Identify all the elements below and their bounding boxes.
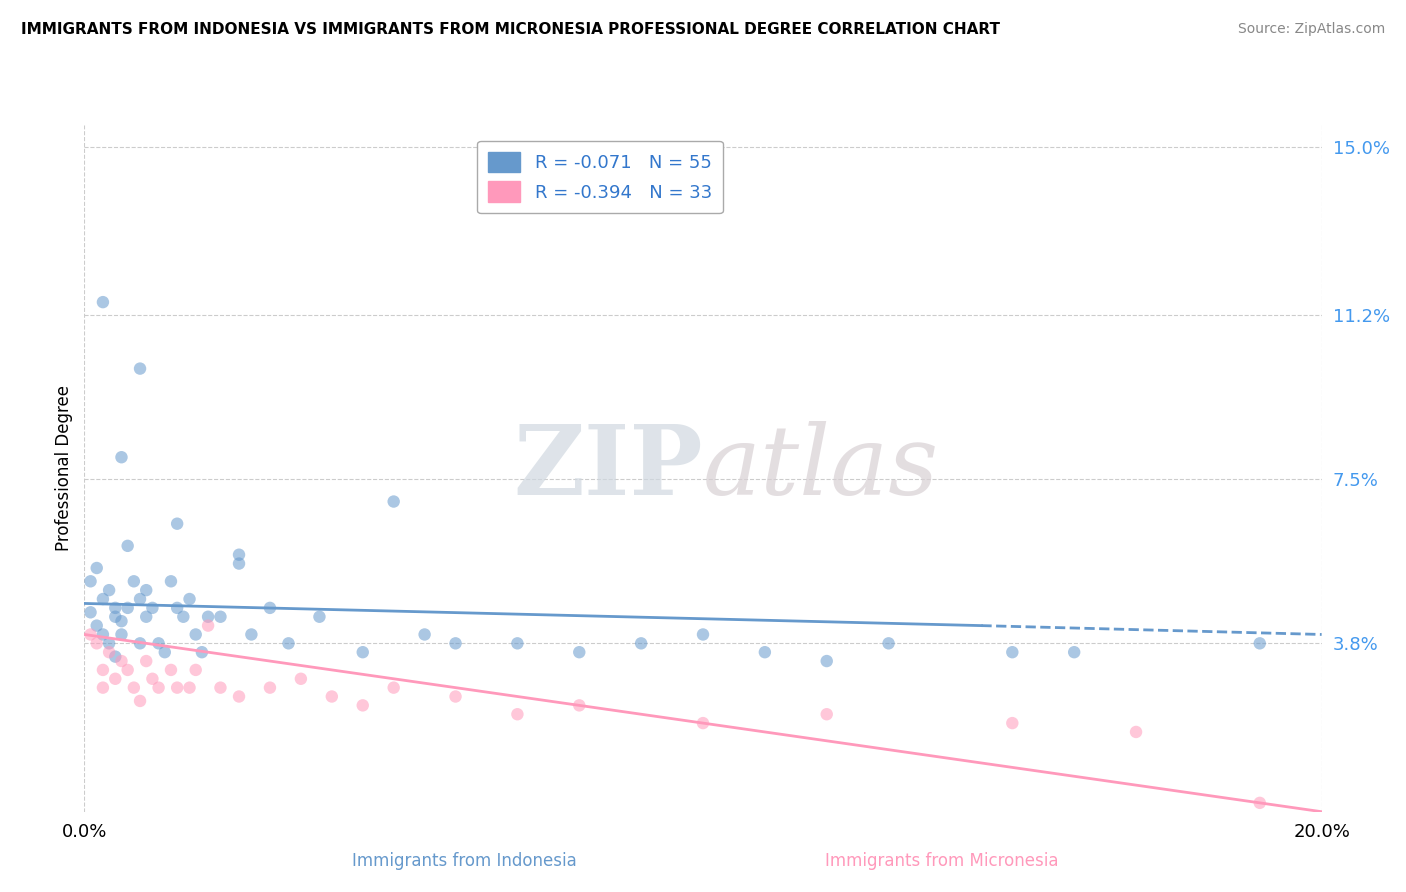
Point bbox=[568, 698, 591, 713]
Point bbox=[79, 605, 101, 619]
Point bbox=[191, 645, 214, 659]
Point bbox=[91, 681, 114, 695]
Point bbox=[1249, 796, 1271, 810]
Point bbox=[382, 494, 405, 508]
Point bbox=[228, 557, 250, 571]
Point bbox=[444, 636, 467, 650]
Point bbox=[1249, 636, 1271, 650]
Point bbox=[259, 681, 281, 695]
Point bbox=[98, 645, 121, 659]
Point bbox=[117, 600, 139, 615]
Point bbox=[568, 645, 591, 659]
Point bbox=[104, 649, 127, 664]
Point bbox=[91, 592, 114, 607]
Point bbox=[91, 295, 114, 310]
Point bbox=[104, 609, 127, 624]
Point bbox=[815, 654, 838, 668]
Point bbox=[148, 636, 170, 650]
Point bbox=[815, 707, 838, 722]
Point bbox=[240, 627, 263, 641]
Point bbox=[877, 636, 900, 650]
Text: Immigrants from Micronesia: Immigrants from Micronesia bbox=[825, 852, 1059, 870]
Point bbox=[135, 609, 157, 624]
Point bbox=[197, 609, 219, 624]
Y-axis label: Professional Degree: Professional Degree bbox=[55, 385, 73, 551]
Point bbox=[179, 681, 201, 695]
Point bbox=[209, 681, 232, 695]
Point bbox=[79, 574, 101, 589]
Text: Source: ZipAtlas.com: Source: ZipAtlas.com bbox=[1237, 22, 1385, 37]
Point bbox=[277, 636, 299, 650]
Point bbox=[122, 574, 145, 589]
Point bbox=[91, 627, 114, 641]
Point bbox=[1001, 645, 1024, 659]
Point bbox=[290, 672, 312, 686]
Point bbox=[104, 600, 127, 615]
Point bbox=[135, 583, 157, 598]
Point bbox=[1125, 725, 1147, 739]
Point bbox=[197, 618, 219, 632]
Point bbox=[148, 681, 170, 695]
Point bbox=[209, 609, 232, 624]
Point bbox=[122, 681, 145, 695]
Point bbox=[86, 636, 108, 650]
Point bbox=[444, 690, 467, 704]
Point bbox=[184, 627, 207, 641]
Point bbox=[110, 654, 132, 668]
Point bbox=[228, 548, 250, 562]
Text: ZIP: ZIP bbox=[513, 421, 703, 516]
Legend: R = -0.071   N = 55, R = -0.394   N = 33: R = -0.071 N = 55, R = -0.394 N = 33 bbox=[477, 141, 723, 213]
Point bbox=[1001, 716, 1024, 731]
Point bbox=[86, 561, 108, 575]
Text: atlas: atlas bbox=[703, 421, 939, 516]
Point bbox=[86, 618, 108, 632]
Point bbox=[98, 636, 121, 650]
Point bbox=[352, 645, 374, 659]
Point bbox=[110, 450, 132, 465]
Point bbox=[129, 361, 152, 376]
Point bbox=[506, 636, 529, 650]
Point bbox=[104, 672, 127, 686]
Point bbox=[692, 716, 714, 731]
Point bbox=[1063, 645, 1085, 659]
Point bbox=[129, 592, 152, 607]
Point bbox=[141, 600, 163, 615]
Point bbox=[110, 627, 132, 641]
Point bbox=[382, 681, 405, 695]
Text: IMMIGRANTS FROM INDONESIA VS IMMIGRANTS FROM MICRONESIA PROFESSIONAL DEGREE CORR: IMMIGRANTS FROM INDONESIA VS IMMIGRANTS … bbox=[21, 22, 1000, 37]
Point bbox=[692, 627, 714, 641]
Point bbox=[117, 539, 139, 553]
Point bbox=[117, 663, 139, 677]
Point bbox=[179, 592, 201, 607]
Point bbox=[228, 690, 250, 704]
Point bbox=[754, 645, 776, 659]
Point bbox=[630, 636, 652, 650]
Point bbox=[321, 690, 343, 704]
Point bbox=[129, 694, 152, 708]
Point bbox=[184, 663, 207, 677]
Point bbox=[308, 609, 330, 624]
Point bbox=[166, 600, 188, 615]
Point bbox=[79, 627, 101, 641]
Point bbox=[506, 707, 529, 722]
Point bbox=[259, 600, 281, 615]
Point bbox=[110, 614, 132, 628]
Point bbox=[166, 681, 188, 695]
Point bbox=[153, 645, 176, 659]
Point bbox=[172, 609, 194, 624]
Point bbox=[141, 672, 163, 686]
Text: Immigrants from Indonesia: Immigrants from Indonesia bbox=[352, 852, 576, 870]
Point bbox=[129, 636, 152, 650]
Point bbox=[160, 663, 183, 677]
Point bbox=[91, 663, 114, 677]
Point bbox=[166, 516, 188, 531]
Point bbox=[413, 627, 436, 641]
Point bbox=[135, 654, 157, 668]
Point bbox=[160, 574, 183, 589]
Point bbox=[352, 698, 374, 713]
Point bbox=[98, 583, 121, 598]
